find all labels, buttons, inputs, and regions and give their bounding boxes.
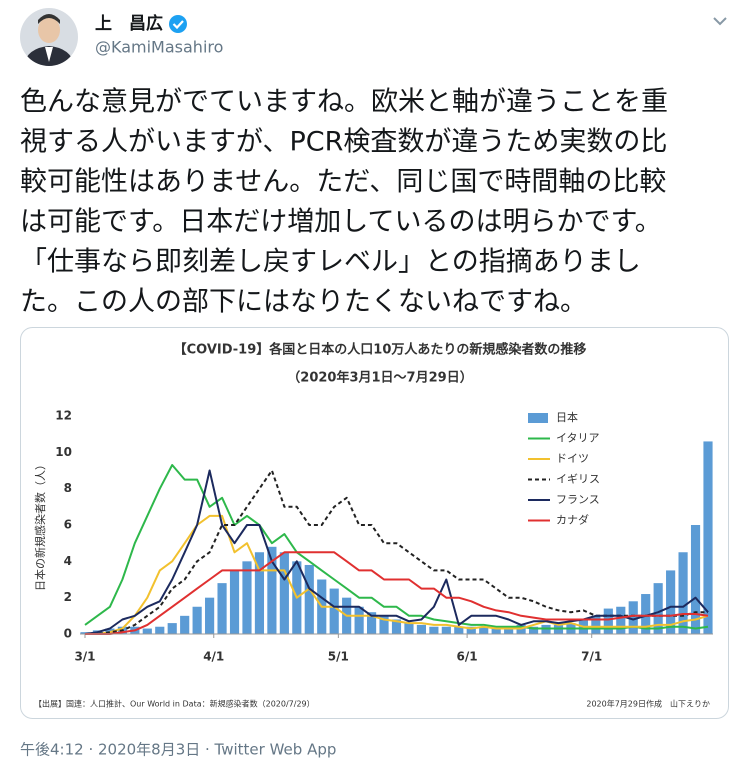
y-axis-label: 日本の新規感染者数（人） — [33, 459, 47, 591]
legend-label: ドイツ — [556, 452, 589, 465]
bar — [366, 612, 377, 634]
bar — [628, 601, 638, 634]
avatar[interactable] — [20, 8, 78, 70]
bar — [616, 606, 626, 634]
bar — [304, 564, 314, 634]
series-line — [85, 551, 709, 635]
y-tick-label: 4 — [64, 554, 72, 568]
bar — [641, 594, 651, 634]
legend-label: フランス — [556, 493, 600, 506]
tweet-line: 視する人がいますが、PCR検査数が違うため実数の比 — [20, 127, 667, 158]
bar — [379, 615, 389, 634]
bar — [653, 583, 663, 634]
bar — [391, 619, 402, 634]
series-line — [84, 469, 709, 635]
legend-label: カナダ — [556, 513, 589, 527]
bar — [678, 552, 688, 634]
bar — [666, 570, 676, 634]
author-name[interactable]: 上 昌広 — [95, 13, 163, 34]
legend-label: イタリア — [556, 432, 600, 445]
legend-label: 日本 — [556, 410, 578, 424]
bar — [242, 561, 252, 634]
menu-chevron[interactable] — [713, 17, 727, 26]
verified-badge — [169, 15, 187, 33]
bar — [267, 546, 277, 634]
y-tick-label: 10 — [55, 445, 72, 459]
bar — [603, 608, 613, 634]
tweet-line: 較可能性はありません。ただ、同じ国で時間軸の比較 — [20, 167, 666, 198]
bar — [491, 626, 501, 634]
tweet-text: 色んな意見がでていますね。欧米と軸が違うことを重視する人がいますが、PCR検査数… — [20, 87, 668, 318]
x-tick-label: 6/1 — [457, 650, 478, 664]
chart-credit: 2020年7月29日作成 山下えりか — [586, 699, 710, 709]
bar — [329, 588, 339, 634]
series-line — [85, 514, 709, 635]
bar — [591, 615, 601, 634]
x-tick-label: 4/1 — [203, 650, 224, 664]
bar — [254, 552, 265, 634]
chart-title: 【COVID-19】各国と日本の人口10万人あたりの新規感染者数の推移 — [174, 342, 587, 358]
series-line — [84, 464, 709, 630]
y-tick-label: 12 — [55, 409, 72, 423]
timestamp[interactable]: 午後4:12 · 2020年8月3日 · Twitter Web App — [20, 741, 336, 759]
bar — [167, 623, 177, 634]
y-tick-label: 0 — [64, 627, 72, 641]
legend-label: イギリス — [556, 473, 600, 486]
bar — [192, 606, 202, 634]
tweet-line: 色んな意見がでていますね。欧米と軸が違うことを重 — [20, 87, 668, 118]
bar — [466, 626, 476, 634]
bar — [229, 570, 240, 634]
x-tick-label: 5/1 — [328, 650, 349, 664]
y-tick-label: 6 — [64, 518, 72, 532]
bar — [217, 583, 227, 634]
bar — [205, 597, 215, 634]
bar — [479, 626, 489, 634]
bar — [528, 626, 539, 634]
x-tick-label: 3/1 — [74, 650, 95, 664]
bar — [441, 626, 451, 634]
author-handle[interactable]: @KamiMasahiro — [95, 38, 223, 57]
y-tick-label: 2 — [64, 590, 72, 604]
x-tick-label: 7/1 — [581, 650, 602, 664]
bar — [354, 606, 364, 634]
bar — [690, 525, 701, 634]
tweet-line: 「仕事なら即刻差し戻すレベル」との指摘ありまし — [20, 247, 641, 278]
y-tick-label: 8 — [64, 481, 72, 495]
tweet-line: は可能です。日本だけ増加しているのは明らかです。 — [20, 207, 662, 238]
bar — [454, 626, 464, 634]
chart: 【COVID-19】各国と日本の人口10万人あたりの新規感染者数の推移 （202… — [33, 342, 713, 709]
bar — [416, 624, 427, 634]
bar — [142, 628, 152, 634]
bar — [504, 626, 514, 634]
bar — [155, 626, 165, 634]
bar — [429, 626, 439, 634]
legend-swatch — [528, 413, 548, 423]
bar — [404, 623, 414, 634]
bar — [703, 441, 713, 634]
bar — [279, 552, 289, 634]
bar — [180, 615, 190, 634]
chart-source: 【出展】国連：人口推計、Our World in Data：新規感染者数（202… — [34, 699, 315, 709]
tweet-line: た。この人の部下にはなりたくないねですね。 — [20, 287, 587, 318]
chart-card[interactable] — [20, 327, 729, 719]
chart-subtitle: （2020年3月1日～7月29日） — [287, 370, 472, 386]
